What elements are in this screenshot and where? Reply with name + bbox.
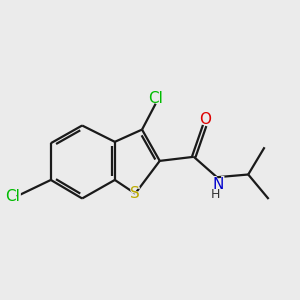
Text: S: S: [130, 186, 140, 201]
Text: Cl: Cl: [5, 189, 20, 204]
Text: Cl: Cl: [3, 187, 22, 205]
Text: N: N: [213, 176, 224, 191]
Text: S: S: [129, 184, 142, 202]
Text: O: O: [197, 110, 212, 128]
Text: O: O: [199, 112, 211, 127]
Text: H: H: [211, 188, 220, 201]
Text: N: N: [211, 175, 226, 193]
Text: Cl: Cl: [148, 91, 163, 106]
Text: Cl: Cl: [146, 89, 165, 107]
